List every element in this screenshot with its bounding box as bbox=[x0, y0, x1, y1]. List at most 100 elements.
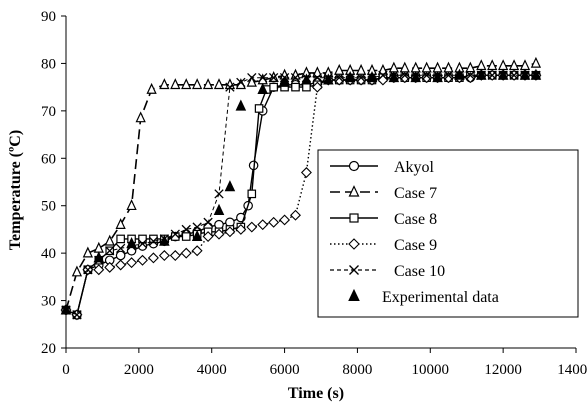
x-marker-stroke bbox=[487, 70, 497, 80]
y-tick-label: 50 bbox=[41, 199, 56, 215]
data-point-case-10 bbox=[72, 310, 82, 320]
data-point-case-7 bbox=[421, 61, 432, 73]
x-marker-stroke bbox=[236, 77, 246, 88]
data-point-case-8 bbox=[149, 234, 158, 244]
data-point-case-7 bbox=[71, 265, 83, 277]
data-point-case-10 bbox=[137, 238, 148, 249]
legend-item-experimental-data: Experimental data bbox=[348, 288, 499, 306]
data-point-case-7 bbox=[334, 63, 345, 75]
data-point-case-7 bbox=[181, 78, 192, 90]
x-tick-label: 14000 bbox=[557, 362, 587, 378]
data-point-case-10 bbox=[170, 229, 180, 239]
legend-box bbox=[317, 149, 579, 318]
data-point-case-7 bbox=[355, 63, 367, 75]
data-point-case-7 bbox=[146, 82, 157, 94]
y-tick-label: 20 bbox=[41, 341, 56, 357]
legend-item-case-8: Case 8 bbox=[330, 211, 437, 228]
data-point-case-9 bbox=[191, 245, 203, 257]
legend-label-case-10: Case 10 bbox=[394, 263, 445, 280]
data-point-case-8 bbox=[269, 82, 278, 92]
data-point-case-7 bbox=[191, 78, 203, 90]
x-marker-stroke bbox=[192, 222, 202, 232]
x-marker-stroke bbox=[225, 82, 235, 92]
data-point-case-10 bbox=[192, 222, 202, 232]
data-point-case-7 bbox=[443, 61, 454, 73]
data-point-case-7 bbox=[115, 218, 126, 229]
data-point-experimental-data bbox=[191, 229, 203, 242]
legend-marker-case-7 bbox=[348, 185, 360, 197]
x-marker-stroke bbox=[290, 72, 301, 83]
data-point-experimental-data bbox=[60, 303, 72, 315]
legend-label-akyol: Akyol bbox=[394, 159, 435, 176]
x-marker-stroke bbox=[421, 70, 432, 80]
x-marker-stroke bbox=[214, 189, 224, 199]
y-tick-label: 30 bbox=[41, 294, 56, 310]
data-point-experimental-data bbox=[93, 251, 105, 263]
data-point-case-7 bbox=[170, 78, 181, 90]
data-point-case-7 bbox=[290, 68, 301, 80]
legend-marker-akyol bbox=[348, 160, 360, 172]
x-marker-stroke bbox=[268, 72, 279, 83]
legend-label-case-9: Case 9 bbox=[394, 237, 437, 254]
x-marker-stroke bbox=[443, 70, 454, 80]
data-point-case-8 bbox=[170, 232, 180, 241]
x-marker-stroke bbox=[181, 224, 191, 235]
data-point-case-10 bbox=[421, 70, 432, 80]
data-point-case-7 bbox=[104, 234, 115, 246]
x-marker-stroke bbox=[83, 265, 93, 275]
data-point-case-8 bbox=[181, 232, 191, 241]
data-point-case-9 bbox=[257, 219, 269, 231]
series-line-case-10 bbox=[65, 74, 536, 316]
data-point-case-9 bbox=[169, 250, 181, 261]
data-point-case-10 bbox=[203, 217, 213, 227]
legend-item-case-10: Case 10 bbox=[330, 263, 445, 280]
data-point-case-7 bbox=[388, 61, 400, 73]
data-point-case-10 bbox=[465, 70, 476, 80]
x-marker-stroke bbox=[115, 243, 126, 254]
data-point-case-10 bbox=[356, 72, 366, 83]
x-marker-stroke bbox=[203, 217, 213, 227]
data-point-experimental-data bbox=[213, 203, 225, 215]
data-point-case-10 bbox=[334, 72, 344, 83]
data-point-case-10 bbox=[236, 77, 246, 88]
data-point-experimental-data bbox=[432, 70, 443, 83]
y-tick-label: 40 bbox=[41, 246, 56, 262]
x-marker-stroke bbox=[137, 238, 148, 249]
y-axis-title: Temperature (ºC) bbox=[7, 130, 24, 250]
data-point-case-9 bbox=[290, 209, 301, 221]
data-point-akyol bbox=[115, 250, 126, 261]
data-point-case-9 bbox=[279, 214, 291, 226]
series-case-10 bbox=[61, 70, 541, 320]
legend-label-case-7: Case 7 bbox=[394, 185, 437, 202]
data-point-case-9 bbox=[421, 72, 433, 84]
data-point-case-9 bbox=[147, 252, 159, 264]
data-point-case-10 bbox=[378, 70, 388, 80]
data-point-case-7 bbox=[213, 78, 225, 90]
data-point-case-10 bbox=[290, 72, 301, 83]
legend-item-case-7: Case 7 bbox=[330, 185, 437, 202]
data-point-case-9 bbox=[93, 264, 105, 276]
x-marker-stroke bbox=[465, 70, 476, 80]
data-point-case-9 bbox=[158, 250, 170, 261]
x-marker-stroke bbox=[356, 72, 366, 83]
series-case-7 bbox=[60, 56, 542, 315]
y-tick-label: 70 bbox=[41, 104, 56, 120]
x-marker-stroke bbox=[400, 70, 410, 80]
x-marker-stroke bbox=[170, 229, 180, 239]
data-point-case-10 bbox=[181, 224, 191, 235]
series-group bbox=[60, 56, 542, 321]
x-tick-label: 12000 bbox=[484, 362, 522, 378]
data-point-case-10 bbox=[115, 243, 126, 254]
legend-item-case-9: Case 9 bbox=[330, 237, 437, 254]
data-point-experimental-data bbox=[344, 70, 356, 83]
data-point-case-8 bbox=[302, 82, 311, 92]
x-tick-label: 6000 bbox=[270, 362, 300, 378]
data-point-case-9 bbox=[300, 167, 312, 178]
data-point-case-9 bbox=[115, 259, 127, 271]
data-point-case-7 bbox=[476, 59, 487, 71]
data-point-case-9 bbox=[224, 226, 236, 238]
x-marker-stroke bbox=[72, 310, 82, 320]
data-point-case-8 bbox=[138, 234, 147, 244]
data-point-case-10 bbox=[312, 72, 323, 83]
data-point-experimental-data bbox=[366, 70, 378, 83]
